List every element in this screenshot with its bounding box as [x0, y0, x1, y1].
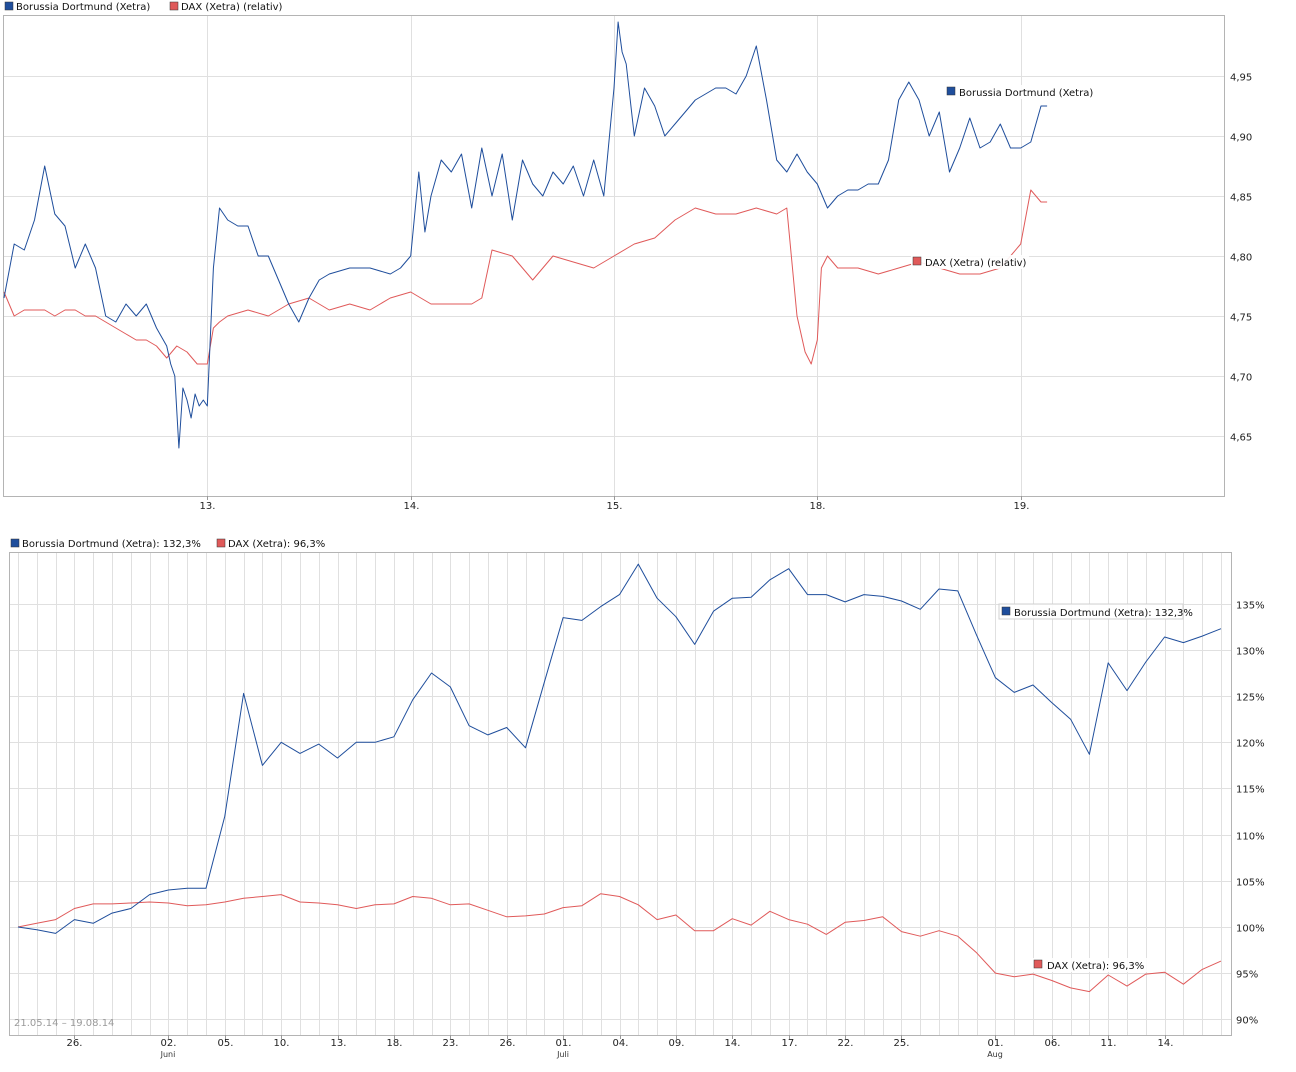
performance-x-tick-label: 11.	[1101, 1038, 1117, 1049]
legend-label-bvb-perf: Borussia Dortmund (Xetra): 132,3%	[22, 539, 201, 550]
performance-y-tick-label: 115%	[1236, 785, 1265, 796]
intraday-series-group	[3, 21, 1048, 449]
legend-swatch-dax-perf	[216, 538, 226, 548]
legend-swatch-bvb	[4, 1, 14, 11]
performance-y-tick-label: 105%	[1236, 878, 1265, 889]
performance-x-tick-label: 05.	[218, 1038, 234, 1049]
performance-y-tick-label: 135%	[1236, 601, 1265, 612]
date-range-label: 21.05.14 – 19.08.14	[14, 1018, 114, 1029]
performance-x-tick-label: 01.	[988, 1038, 1004, 1049]
end-tag-bvb-perf-swatch	[1001, 606, 1011, 616]
intraday-series-line-dax	[3, 189, 1048, 365]
performance-y-tick-label: 95%	[1236, 970, 1258, 981]
performance-y-tick-label: 125%	[1236, 693, 1265, 704]
intraday-legend: Borussia Dortmund (Xetra) DAX (Xetra) (r…	[4, 1, 283, 13]
intraday-axis-labels: 4,65 4,70 4,75 4,80 4,85 4,90 4,95 13. 14. 15. 18.…	[200, 73, 1253, 513]
end-tag-dax-label: DAX (Xetra) (relativ)	[925, 258, 1027, 269]
intraday-y-tick-label: 4,90	[1230, 133, 1252, 144]
performance-x-tick-label: 23.	[443, 1038, 459, 1049]
intraday-x-tick-label: 13.	[200, 501, 216, 512]
performance-legend: Borussia Dortmund (Xetra): 132,3% DAX (X…	[10, 538, 325, 550]
intraday-y-tick-label: 4,70	[1230, 373, 1252, 384]
legend-label-dax-perf: DAX (Xetra): 96,3%	[228, 539, 325, 550]
performance-y-tick-label: 130%	[1236, 647, 1265, 658]
legend-swatch-dax	[169, 1, 179, 11]
legend-label-dax: DAX (Xetra) (relativ)	[181, 2, 283, 13]
legend-label-bvb: Borussia Dortmund (Xetra)	[16, 2, 150, 13]
intraday-y-tick-label: 4,80	[1230, 253, 1252, 264]
performance-x-tick-label: 17.	[782, 1038, 798, 1049]
intraday-chart: 4,65 4,70 4,75 4,80 4,85 4,90 4,95 13. 14. 15. 18.…	[3, 1, 1253, 513]
performance-month-label: Juli	[556, 1050, 569, 1059]
end-tag-bvb-perf-label: Borussia Dortmund (Xetra): 132,3%	[1014, 608, 1193, 619]
performance-grid	[10, 553, 1232, 1035]
performance-y-tick-label: 100%	[1236, 924, 1265, 935]
end-tag-bvb-perf-box	[998, 603, 1184, 620]
performance-series-line-dax	[17, 893, 1222, 993]
intraday-y-tick-label: 4,85	[1230, 193, 1252, 204]
performance-y-tick-label: 110%	[1236, 832, 1265, 843]
intraday-end-tags: Borussia Dortmund (Xetra) DAX (Xetra) (r…	[911, 85, 1093, 269]
performance-chart: 90% 95% 100% 105% 110% 115% 120% 125% 130% 135% 26…	[9, 538, 1265, 1060]
end-tag-dax-box	[911, 255, 1029, 269]
performance-x-tick-label: 25.	[894, 1038, 910, 1049]
intraday-y-tick-label: 4,65	[1230, 433, 1252, 444]
performance-x-tick-label: 14.	[1158, 1038, 1174, 1049]
performance-x-tick-label: 09.	[669, 1038, 685, 1049]
performance-x-tick-label: 13.	[331, 1038, 347, 1049]
legend-swatch-bvb-perf	[10, 538, 20, 548]
performance-x-tick-label: 18.	[387, 1038, 403, 1049]
performance-y-tick-label: 120%	[1236, 739, 1265, 750]
performance-x-tick-label: 22.	[838, 1038, 854, 1049]
performance-x-tick-label: 04.	[613, 1038, 629, 1049]
performance-x-tick-label: 02.	[161, 1038, 177, 1049]
performance-series-group	[17, 563, 1222, 993]
intraday-x-tick-label: 15.	[607, 501, 623, 512]
performance-x-tick-label: 14.	[725, 1038, 741, 1049]
end-tag-bvb-label: Borussia Dortmund (Xetra)	[959, 88, 1093, 99]
performance-x-tick-label: 06.	[1045, 1038, 1061, 1049]
end-tag-dax-perf-box	[1032, 958, 1148, 972]
intraday-series-line-bvb	[3, 21, 1048, 449]
end-tag-dax-swatch	[912, 256, 922, 266]
end-tag-dax-perf-label: DAX (Xetra): 96,3%	[1047, 961, 1144, 972]
end-tag-bvb-box	[945, 85, 1087, 99]
intraday-y-tick-label: 4,75	[1230, 313, 1252, 324]
intraday-x-tick-label: 14.	[404, 501, 420, 512]
performance-axis-labels: 90% 95% 100% 105% 110% 115% 120% 125% 130% 135% 26…	[67, 601, 1265, 1060]
performance-x-tick-label: 01.	[556, 1038, 572, 1049]
end-tag-bvb-swatch	[946, 86, 956, 96]
end-tag-dax-perf-swatch	[1033, 959, 1043, 969]
intraday-y-tick-label: 4,95	[1230, 73, 1252, 84]
performance-end-tags: Borussia Dortmund (Xetra): 132,3% DAX (X…	[998, 603, 1193, 972]
performance-y-tick-label: 90%	[1236, 1016, 1258, 1027]
performance-x-tick-label: 26.	[67, 1038, 83, 1049]
performance-month-label: Juni	[160, 1050, 176, 1059]
intraday-x-tick-label: 18.	[810, 501, 826, 512]
intraday-x-tick-label: 19.	[1014, 501, 1030, 512]
performance-x-tick-label: 26.	[500, 1038, 516, 1049]
performance-x-tick-label: 10.	[274, 1038, 290, 1049]
performance-month-label: Aug	[987, 1050, 1003, 1059]
performance-series-line-bvb	[17, 563, 1222, 934]
